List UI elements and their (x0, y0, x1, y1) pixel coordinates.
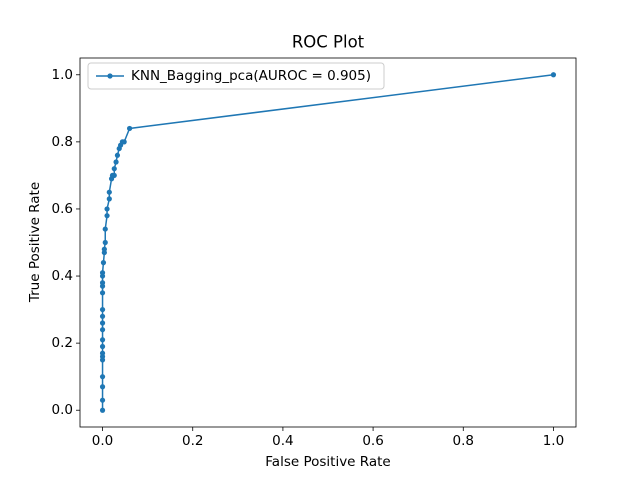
point (99, 320, 106, 326)
x-tick-label: 0.4 (272, 433, 293, 449)
x-tick-label: 0.8 (453, 433, 474, 449)
legend-label: KNN_Bagging_pca(AUROC = 0.905) (131, 68, 371, 84)
point (102, 226, 108, 232)
point (99, 397, 106, 403)
point (99, 343, 106, 350)
point (99, 270, 106, 276)
point (102, 239, 108, 246)
point (104, 206, 110, 212)
point (99, 306, 106, 313)
point (106, 189, 112, 195)
legend-marker (107, 73, 113, 79)
point (127, 125, 133, 132)
point (550, 72, 557, 78)
y-tick-label: 0.0 (52, 402, 73, 418)
point (101, 246, 107, 252)
point (99, 407, 106, 413)
point (114, 152, 121, 158)
y-axis-label: True Positive Rate (27, 182, 43, 303)
point (121, 139, 127, 145)
point (99, 337, 106, 343)
y-tick-label: 1.0 (52, 67, 73, 83)
point (111, 166, 117, 172)
y-tick-label: 0.2 (52, 335, 73, 351)
x-tick-label: 0.6 (362, 433, 383, 449)
x-tick-label: 1.0 (543, 433, 564, 449)
point (113, 159, 119, 165)
x-axis-label: False Positive Rate (265, 454, 390, 470)
point (106, 196, 112, 202)
point (99, 374, 106, 380)
point (111, 172, 117, 179)
x-tick-label: 0.0 (92, 433, 113, 449)
point (99, 350, 106, 356)
point (99, 384, 106, 390)
y-tick-label: 0.6 (52, 201, 73, 217)
legend-box (87, 62, 385, 90)
point (99, 327, 106, 333)
point (99, 280, 106, 286)
series-line (101, 74, 554, 411)
x-tick-label: 0.2 (182, 433, 203, 449)
point (99, 290, 106, 296)
axes-frame (79, 57, 577, 428)
point (99, 313, 106, 319)
y-tick-label: 0.4 (52, 268, 73, 284)
chart-title: ROC Plot (292, 33, 365, 52)
point (100, 260, 107, 266)
y-tick-label: 0.8 (52, 134, 73, 150)
point (104, 213, 110, 219)
